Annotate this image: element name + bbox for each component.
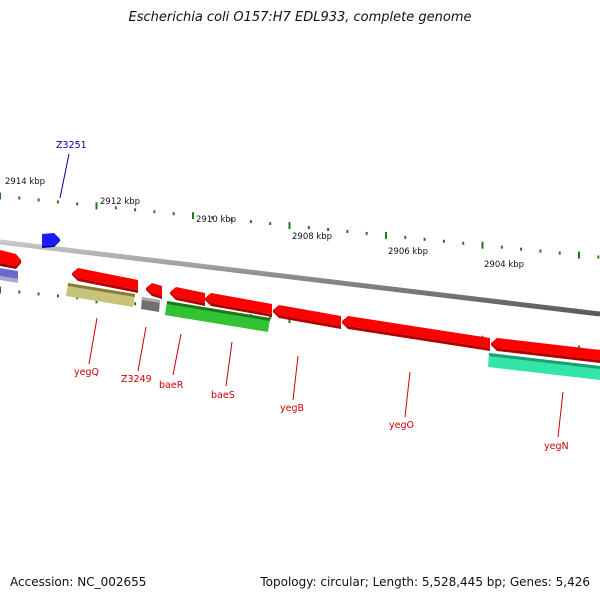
feature-baes[interactable]: baeS xyxy=(165,301,270,401)
gene-arrow[interactable] xyxy=(273,305,341,326)
feature-z3249[interactable]: Z3249 xyxy=(121,297,160,385)
gene-arrow-shadow xyxy=(72,273,138,293)
gene-arrow-shadow xyxy=(342,321,490,351)
accession-text: Accession: NC_002655 xyxy=(10,575,147,589)
gene-arrow[interactable] xyxy=(205,293,272,314)
feature-yegn[interactable]: yegN xyxy=(488,353,600,452)
gene-arrow[interactable] xyxy=(491,338,600,360)
upper-scale-ticks xyxy=(0,192,600,259)
scale-label: 2914 kbp xyxy=(5,177,45,187)
feature-label-yego: yegO xyxy=(389,420,414,431)
feature-label-z3251: Z3251 xyxy=(56,140,87,151)
feature-yegb-label: yegB xyxy=(280,355,304,414)
feature-z3251[interactable]: Z3251 xyxy=(42,140,87,248)
feature-label-z3249: Z3249 xyxy=(121,374,152,385)
gene-arrow-shadow xyxy=(205,298,272,317)
scale-label: 2906 kbp xyxy=(388,247,428,257)
feature-label-yegq: yegQ xyxy=(74,367,99,378)
left-edge-features xyxy=(0,250,21,283)
upper-track-genes[interactable] xyxy=(72,268,600,363)
gene-arrow-shadow xyxy=(491,343,600,363)
feature-label-baes: baeS xyxy=(211,390,235,401)
scale-label: 2904 kbp xyxy=(484,260,524,270)
genome-title: Escherichia coli O157:H7 EDL933, complet… xyxy=(128,10,472,25)
gene-arrow[interactable] xyxy=(170,287,205,303)
gene-arrow-shadow xyxy=(273,310,341,329)
gene-arrow[interactable] xyxy=(146,283,162,296)
feature-yegq[interactable]: yegQ xyxy=(66,283,135,378)
feature-label-baer: baeR xyxy=(159,380,184,391)
gene-arrow[interactable] xyxy=(342,316,490,348)
feature-baer[interactable]: baeR xyxy=(159,308,204,391)
feature-label-yegn: yegN xyxy=(544,441,569,452)
scale-label: 2910 kbp xyxy=(196,215,236,225)
feature-label-yegb: yegB xyxy=(280,403,304,414)
scale-label: 2912 kbp xyxy=(100,197,140,207)
genome-backbone xyxy=(0,239,600,317)
scale-label: 2908 kbp xyxy=(292,232,332,242)
gene-arrow-shadow xyxy=(146,288,162,299)
gene-arrow[interactable] xyxy=(72,268,138,290)
genome-summary-text: Topology: circular; Length: 5,528,445 bp… xyxy=(260,575,590,589)
gene-arrow-shadow xyxy=(170,292,205,306)
feature-yego-label: yegO xyxy=(389,371,414,431)
